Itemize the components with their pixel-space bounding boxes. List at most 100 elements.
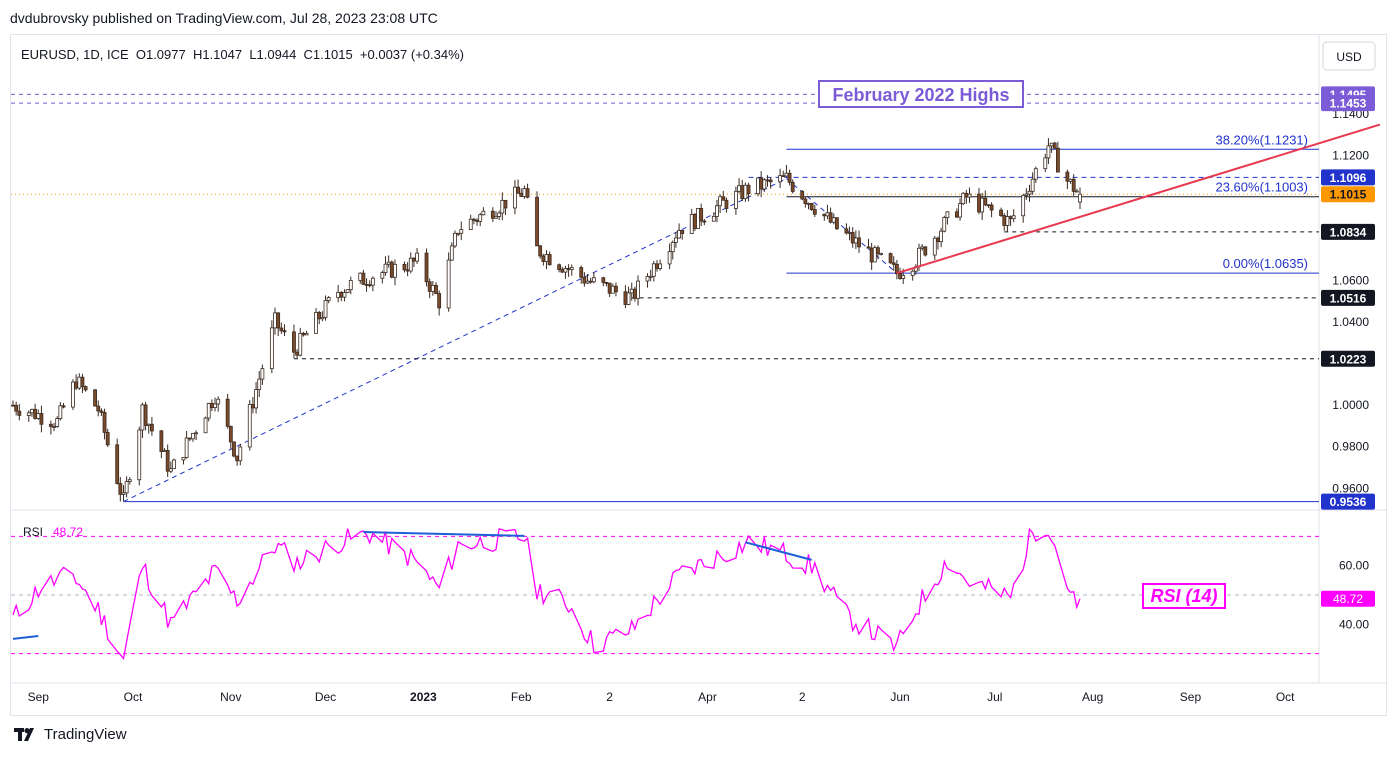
candle-body: [203, 417, 208, 434]
chart-frame: EURUSD, 1D, ICE O1.0977 H1.1047 L1.0944 …: [10, 34, 1387, 716]
time-tick-label: Nov: [220, 690, 241, 704]
candle-body: [238, 446, 243, 462]
candle-body: [61, 405, 66, 408]
candle-body: [326, 297, 331, 301]
currency-button[interactable]: USD: [1322, 41, 1376, 71]
candle-body: [383, 263, 388, 273]
candle-body: [348, 280, 353, 291]
price-tag-label: 1.1015: [1330, 188, 1367, 202]
candle-body: [121, 492, 126, 495]
dashed-diagonal: [123, 178, 787, 503]
rsi-value-tag-bg: [1321, 590, 1375, 607]
candle-body: [345, 289, 350, 293]
candle-body: [806, 203, 811, 205]
candle-body: [367, 284, 372, 287]
candle-body: [831, 217, 836, 223]
candle-body: [437, 293, 442, 309]
candle-body: [932, 237, 937, 256]
candle-body: [168, 468, 173, 472]
support-trendline: [896, 123, 1381, 275]
candle-body: [228, 425, 233, 443]
candle-body: [954, 211, 959, 218]
candle-body: [235, 455, 240, 462]
candle-body: [172, 459, 176, 470]
candle-body: [857, 237, 861, 248]
candle-body: [317, 311, 322, 320]
candle-body: [1068, 178, 1073, 182]
candle-body: [39, 413, 44, 425]
candle-body: [364, 283, 369, 286]
candle-body: [743, 184, 748, 200]
candle-body: [14, 404, 19, 412]
candle-body: [478, 214, 483, 222]
candle-body: [1043, 157, 1048, 170]
candle-body: [670, 242, 675, 253]
candle-body: [184, 437, 189, 458]
candle-body: [187, 437, 192, 440]
candle-body: [191, 433, 195, 440]
candle-body: [756, 177, 760, 195]
candle-body: [655, 263, 659, 269]
main-pane: 1.14001.12001.06001.04001.00000.98000.96…: [11, 80, 1381, 510]
candle-body: [225, 398, 230, 427]
candle-body: [446, 259, 451, 309]
candle-body: [812, 209, 817, 215]
candle-body: [980, 197, 985, 213]
rsi-value-tag-label: 48.72: [1333, 592, 1363, 606]
highs-box: [818, 80, 1024, 108]
candle-body: [386, 261, 391, 265]
price-tick-label: 0.9600: [1332, 481, 1369, 495]
candle-body: [629, 288, 634, 294]
candle-body: [503, 199, 508, 209]
candle-body: [99, 410, 104, 413]
candle-body: [83, 386, 88, 391]
price-tag: 0.9536: [1321, 493, 1375, 510]
candle-body: [273, 312, 277, 329]
candle-body: [323, 300, 328, 318]
candle-body: [844, 228, 849, 234]
candle-body: [803, 198, 808, 204]
candle-body: [36, 413, 41, 419]
candle-body: [497, 212, 502, 217]
candle-body: [879, 253, 884, 255]
candle-body: [986, 204, 991, 207]
candle-body: [765, 179, 770, 182]
rsi-box-label: RSI (14): [1150, 586, 1217, 606]
candle-body: [1005, 216, 1010, 226]
candle-body: [696, 207, 700, 229]
candle-body: [1008, 216, 1013, 220]
price-chart[interactable]: EURUSD, 1D, ICE O1.0977 H1.1047 L1.0944 …: [11, 35, 1386, 715]
candle-body: [939, 230, 944, 243]
candle-body: [746, 184, 751, 195]
candle-body: [1002, 215, 1007, 226]
candle-body: [11, 404, 15, 407]
candle-body: [535, 196, 539, 247]
candle-body: [983, 197, 988, 206]
candle-body: [1030, 178, 1035, 192]
candle-body: [544, 254, 549, 262]
price-tag: 1.1096: [1321, 169, 1375, 186]
candle-body: [1011, 215, 1016, 220]
candle-body: [898, 273, 902, 279]
candle-body: [408, 257, 413, 272]
price-tag-label: 1.0223: [1330, 352, 1367, 366]
highs-box-label: February 2022 Highs: [832, 85, 1009, 105]
candle-body: [778, 175, 783, 183]
candles-group: [11, 138, 1082, 502]
candle-body: [699, 207, 704, 222]
candle-body: [977, 193, 981, 213]
time-tick-label: Aug: [1082, 690, 1103, 704]
time-tick-label: 2023: [410, 690, 437, 704]
footer-brand: TradingView: [44, 726, 127, 743]
candle-body: [370, 277, 375, 286]
candle-body: [692, 214, 697, 229]
candle-body: [336, 291, 341, 298]
candle-body: [389, 261, 394, 278]
time-tick-label: 2: [799, 690, 806, 704]
candle-body: [541, 255, 546, 262]
candle-body: [895, 263, 899, 275]
price-tag-bg: [1321, 169, 1375, 186]
candle-body: [547, 254, 552, 266]
candle-body: [500, 199, 505, 214]
candle-body: [790, 181, 795, 192]
